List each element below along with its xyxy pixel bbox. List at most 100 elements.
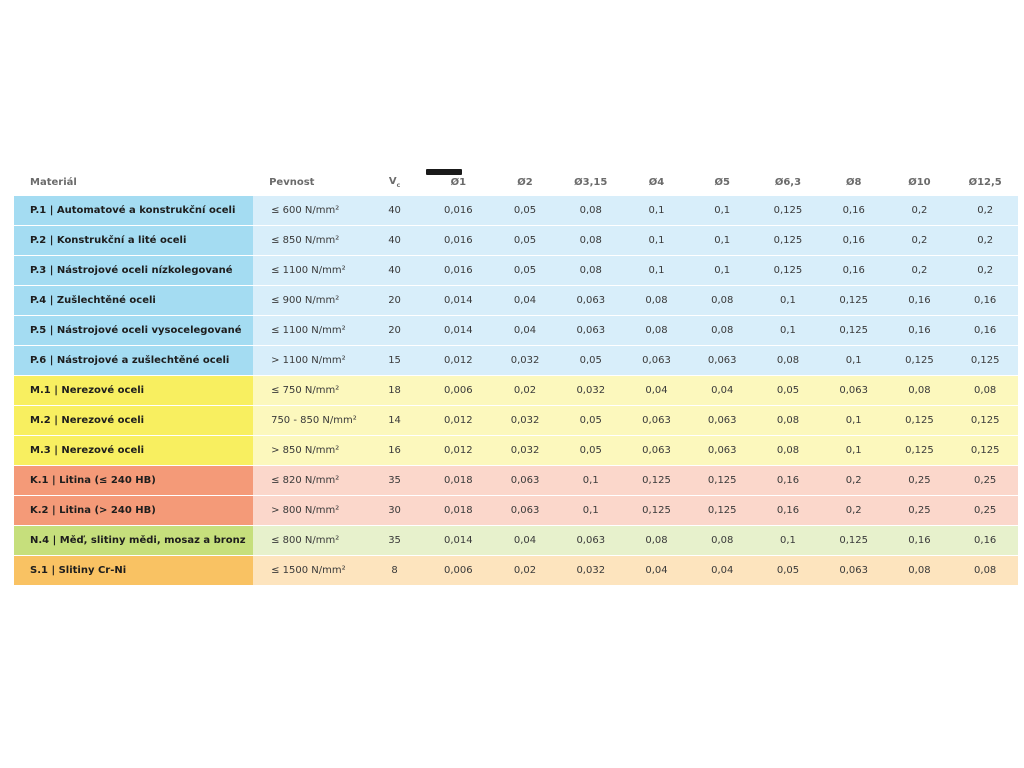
header-material: Materiál [30,176,77,188]
feed-value-cell: 0,04 [513,325,537,336]
feed-value-cell: 0,05 [776,385,800,396]
feed-value-cell: 0,1 [780,295,796,306]
feed-value-cell: 0,125 [905,415,934,426]
vc-cell: 35 [388,475,401,486]
feed-value-cell: 0,018 [443,505,473,516]
feed-value-cell: 0,032 [510,445,540,456]
strength-cell: ≤ 900 N/mm² [271,295,340,306]
feed-value-cell: 0,063 [642,445,671,456]
feed-value-cell: 0,125 [905,355,934,366]
table-row: P.5 | Nástrojové oceli vysocelegované ≤ 1… [14,316,1018,346]
feed-value-cell: 0,125 [970,415,1000,426]
header-vc: Vc [388,175,401,189]
feed-value-cell: 0,063 [642,355,671,366]
strength-cell: ≤ 1500 N/mm² [271,565,346,576]
feed-value-cell: 0,25 [908,475,931,486]
feed-value-cell: 0,063 [642,415,671,426]
header-d5: Ø5 [714,176,730,188]
table-row: K.1 | Litina (≤ 240 HB) ≤ 820 N/mm² 35 0,01… [14,466,1018,496]
material-cell: P.6 | Nástrojové a zušlechtěné oceli [14,346,254,375]
feed-value-cell: 0,125 [642,505,671,516]
table-row: P.2 | Konstrukční a lité oceli ≤ 850 N/mm… [14,226,1018,256]
material-cell: P.3 | Nástrojové oceli nízkolegované [14,256,254,285]
vc-cell: 40 [388,265,401,276]
vc-cell: 16 [388,445,401,456]
strength-cell: ≤ 800 N/mm² [271,535,340,546]
vc-cell: 35 [388,535,401,546]
vc-cell: 8 [391,565,398,576]
strength-cell: ≤ 850 N/mm² [271,235,340,246]
feed-value-cell: 0,08 [711,535,734,546]
feed-value-cell: 0,2 [977,235,994,246]
strength-cell: > 850 N/mm² [271,445,340,456]
feed-value-cell: 0,08 [711,295,734,306]
feed-value-cell: 0,063 [576,295,606,306]
header-strength: Pevnost [269,176,315,188]
feed-value-cell: 0,1 [648,205,665,216]
table-row: S.1 | Slitiny Cr-Ni ≤ 1500 N/mm² 8 0,006 0,0… [14,556,1018,586]
table-row: P.1 | Automatové a konstrukční oceli ≤ 60… [14,196,1018,226]
table-header: Materiál Pevnost Vc Ø1 Ø2 Ø3,15 Ø4 Ø5 Ø6… [14,168,1018,196]
feed-value-cell: 0,16 [842,235,865,246]
header-d315: Ø3,15 [574,176,608,188]
feed-value-cell: 0,125 [642,475,671,486]
feed-value-cell: 0,2 [845,505,862,516]
feed-value-cell: 0,063 [707,445,737,456]
feed-value-cell: 0,16 [974,295,997,306]
table-row: N.4 | Měď, slitiny mědi, mosaz a bronz ≤ … [14,526,1018,556]
feed-value-cell: 0,125 [707,475,737,486]
feed-value-cell: 0,125 [970,355,1000,366]
vc-cell: 15 [388,355,401,366]
cutting-data-table: Materiál Pevnost Vc Ø1 Ø2 Ø3,15 Ø4 Ø5 Ø6… [14,168,1018,586]
table-row: P.6 | Nástrojové a zušlechtěné oceli > 11… [14,346,1018,376]
feed-value-cell: 0,08 [974,385,997,396]
feed-value-cell: 0,063 [510,505,540,516]
vc-cell: 18 [388,385,401,396]
feed-value-cell: 0,2 [977,265,994,276]
feed-value-cell: 0,063 [576,325,606,336]
feed-value-cell: 0,04 [513,535,537,546]
feed-value-cell: 0,063 [839,385,869,396]
feed-value-cell: 0,04 [645,385,668,396]
feed-value-cell: 0,08 [908,385,931,396]
feed-value-cell: 0,08 [776,355,800,366]
feed-value-cell: 0,125 [839,535,869,546]
feed-value-cell: 0,1 [845,355,862,366]
feed-value-cell: 0,05 [513,235,537,246]
feed-value-cell: 0,08 [579,235,602,246]
feed-value-cell: 0,016 [443,235,473,246]
material-cell: K.1 | Litina (≤ 240 HB) [14,466,254,495]
feed-value-cell: 0,125 [839,325,869,336]
strength-cell: ≤ 1100 N/mm² [271,325,346,336]
feed-value-cell: 0,014 [443,295,473,306]
header-d1: Ø1 [424,168,492,188]
feed-value-cell: 0,16 [908,295,931,306]
feed-value-cell: 0,05 [513,265,537,276]
feed-value-cell: 0,1 [582,475,599,486]
feed-value-cell: 0,016 [443,265,473,276]
feed-value-cell: 0,05 [579,445,602,456]
table-row: M.1 | Nerezové oceli ≤ 750 N/mm² 18 0,006 0,… [14,376,1018,406]
feed-value-cell: 0,1 [714,265,731,276]
feed-value-cell: 0,05 [776,565,800,576]
feed-value-cell: 0,125 [905,445,934,456]
feed-value-cell: 0,032 [510,355,540,366]
vc-cell: 40 [388,235,401,246]
feed-value-cell: 0,02 [513,565,537,576]
material-cell: M.3 | Nerezové oceli [14,436,254,465]
material-cell: P.2 | Konstrukční a lité oceli [14,226,254,255]
feed-value-cell: 0,1 [845,445,862,456]
feed-value-cell: 0,1 [714,235,731,246]
strength-cell: ≤ 1100 N/mm² [271,265,346,276]
feed-value-cell: 0,08 [645,535,668,546]
material-cell: M.2 | Nerezové oceli [14,406,254,435]
table-row: P.3 | Nástrojové oceli nízkolegované ≤ 11… [14,256,1018,286]
feed-value-cell: 0,1 [582,505,599,516]
feed-value-cell: 0,16 [908,535,931,546]
feed-value-cell: 0,25 [974,475,997,486]
material-cell: N.4 | Měď, slitiny mědi, mosaz a bronz [14,526,254,555]
vc-cell: 20 [388,325,401,336]
feed-value-cell: 0,1 [648,265,665,276]
feed-value-cell: 0,02 [513,385,537,396]
feed-value-cell: 0,012 [443,415,473,426]
